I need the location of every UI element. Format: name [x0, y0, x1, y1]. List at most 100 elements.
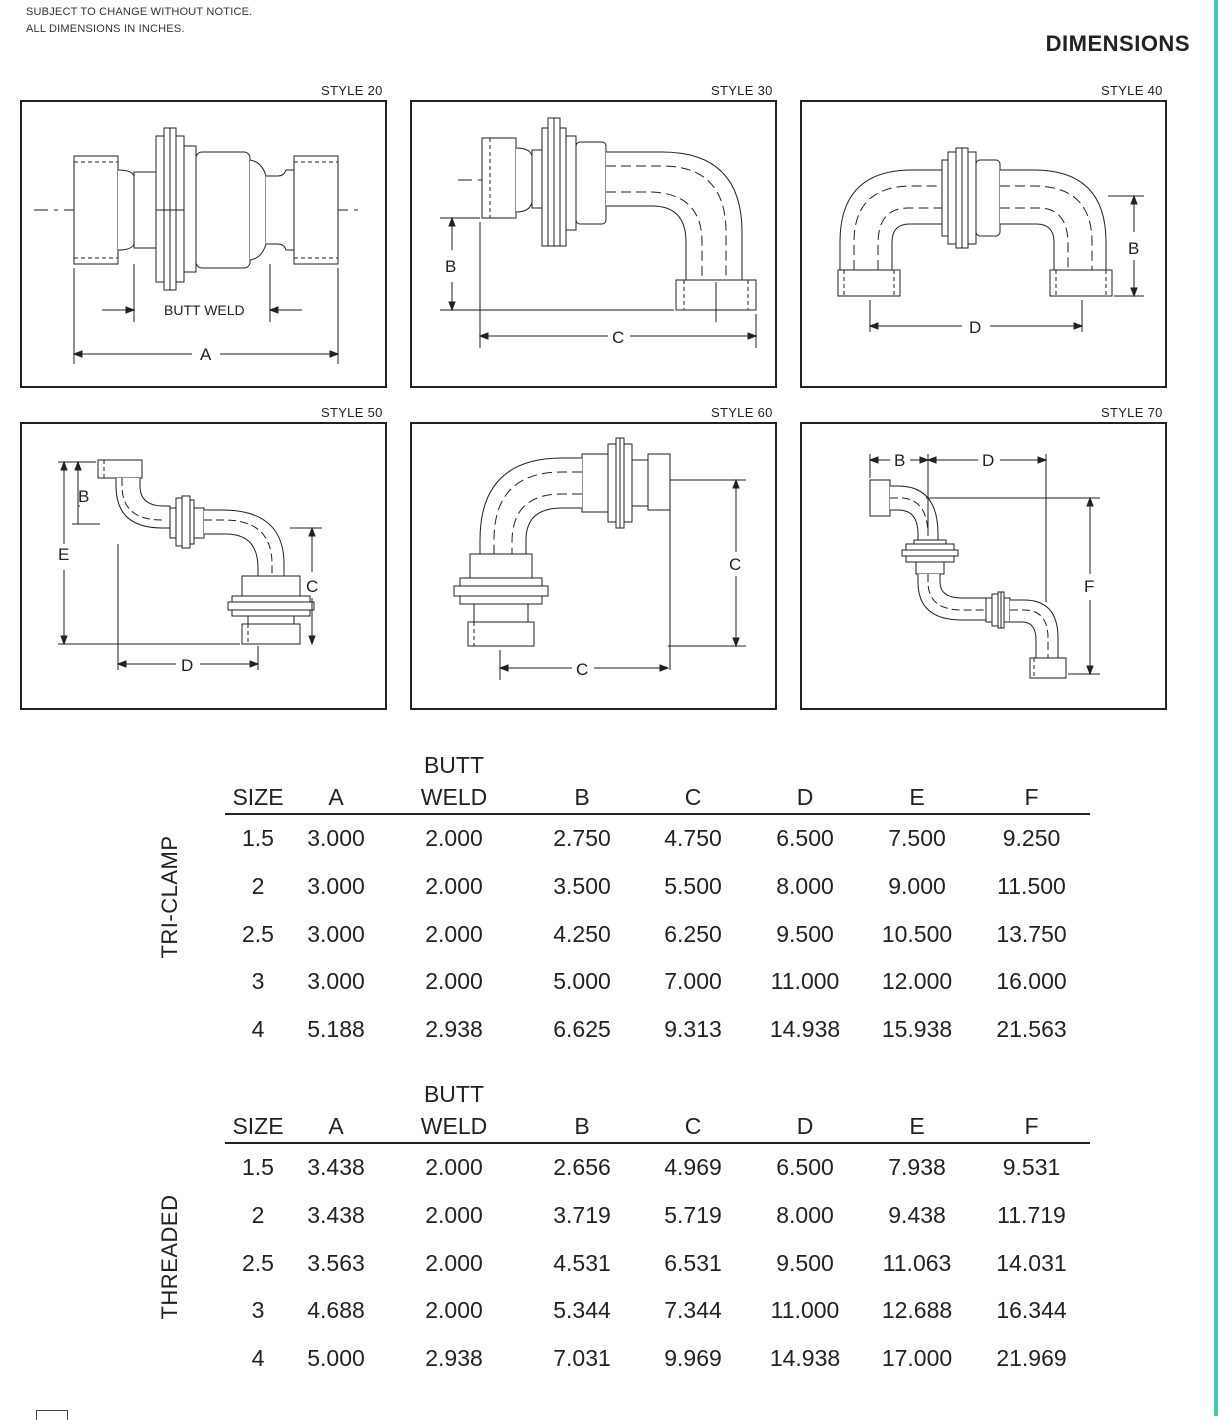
table-row: 2 3.438 2.000 3.719 5.719 8.000 9.438 11… [225, 1192, 1090, 1240]
threaded-table: SIZE A BUTT WELD B C D E F 1.5 3.438 2.00… [225, 1078, 1090, 1382]
cell-d: 9.500 [776, 1249, 834, 1276]
cell-size: 2.5 [242, 1249, 274, 1276]
cell-d: 14.938 [769, 1345, 841, 1372]
cell-d: 9.500 [776, 920, 834, 947]
cell-c: 4.750 [664, 825, 722, 852]
cell-a: 5.188 [307, 1016, 365, 1043]
page-title: DIMENSIONS [1045, 31, 1190, 56]
cell-f: 11.500 [997, 873, 1066, 900]
logo-icon [36, 1410, 68, 1420]
cell-e: 7.938 [888, 1154, 946, 1181]
notice-text: SUBJECT TO CHANGE WITHOUT NOTICE. ALL DI… [26, 4, 252, 38]
header-e: E [861, 1078, 973, 1144]
cell-c: 6.531 [664, 1249, 722, 1276]
cell-d: 11.000 [770, 968, 840, 995]
cell-butt-weld: 2.000 [425, 825, 483, 852]
dim-f-label: F [1084, 577, 1094, 596]
cell-e: 15.938 [881, 1016, 953, 1043]
cell-a: 5.000 [307, 1345, 365, 1372]
table-row: 3 3.000 2.000 5.000 7.000 11.000 12.000 … [225, 958, 1090, 1006]
cell-a: 3.000 [307, 920, 365, 947]
cell-b: 7.031 [553, 1345, 611, 1372]
cell-f: 21.969 [996, 1345, 1067, 1372]
header-b: B [527, 749, 637, 815]
cell-a: 3.438 [307, 1202, 365, 1229]
dim-c-label: C [612, 328, 624, 347]
cell-e: 11.063 [882, 1249, 952, 1276]
cell-c: 7.000 [664, 968, 722, 995]
cell-b: 6.625 [553, 1016, 611, 1043]
header-a: A [291, 1078, 381, 1144]
cell-e: 17.000 [881, 1345, 953, 1372]
style-70-figure: B D F [800, 422, 1167, 710]
cell-f: 9.250 [1002, 825, 1061, 852]
threaded-table-wrap: SIZE A BUTT WELD B C D E F 1.5 3.438 2.00… [225, 1078, 1090, 1382]
cell-size: 3 [251, 968, 265, 995]
dim-d-label: D [982, 451, 994, 470]
dim-e-label: E [58, 545, 69, 564]
cell-a: 3.000 [307, 825, 365, 852]
style-60-figure: C C [410, 422, 777, 710]
cell-b: 3.500 [553, 873, 611, 900]
header-butt-weld-line-2: WELD [420, 1113, 488, 1139]
table-row: 2 3.000 2.000 3.500 5.500 8.000 9.000 11… [225, 863, 1090, 911]
table-header-row: SIZE A BUTT WELD B C D E F [225, 1078, 1090, 1144]
cell-size: 2 [251, 1202, 265, 1229]
cell-e: 9.438 [888, 1202, 946, 1229]
cell-e: 10.500 [881, 920, 953, 947]
cell-f: 16.344 [996, 1297, 1067, 1324]
cell-f: 9.531 [1002, 1154, 1061, 1181]
cell-f: 16.000 [996, 968, 1067, 995]
dim-d-label: D [969, 318, 981, 337]
cell-d: 8.000 [776, 873, 834, 900]
table-row: 1.5 3.438 2.000 2.656 4.969 6.500 7.938 … [225, 1143, 1090, 1192]
dim-b-label: B [445, 257, 456, 276]
cell-b: 5.344 [553, 1297, 611, 1324]
butt-weld-label: BUTT WELD [164, 302, 245, 318]
cell-e: 7.500 [888, 825, 946, 852]
header-b: B [527, 1078, 637, 1144]
cell-c: 5.719 [664, 1202, 722, 1229]
style-20-label: STYLE 20 [321, 83, 383, 98]
header-size: SIZE [225, 1078, 291, 1144]
cell-b: 2.750 [553, 825, 611, 852]
style-50-figure: E B C D [20, 422, 387, 710]
header-butt-weld-line-1: BUTT [423, 1081, 485, 1107]
cell-e: 12.000 [881, 968, 953, 995]
page-edge-accent [1214, 0, 1218, 1416]
notice-line-1: SUBJECT TO CHANGE WITHOUT NOTICE. [26, 6, 253, 18]
style-40-label: STYLE 40 [1101, 83, 1163, 98]
cell-size: 3 [251, 1297, 265, 1324]
cell-d: 6.500 [776, 1154, 834, 1181]
cell-f: 14.031 [996, 1249, 1067, 1276]
header-butt-weld-line-2: WELD [420, 784, 488, 810]
table-row: 2.5 3.563 2.000 4.531 6.531 9.500 11.063… [225, 1239, 1090, 1287]
style-30-label: STYLE 30 [711, 83, 773, 98]
cell-c: 6.250 [664, 920, 722, 947]
style-70-label: STYLE 70 [1101, 405, 1163, 420]
cell-butt-weld: 2.000 [425, 968, 483, 995]
header-size: SIZE [225, 749, 291, 815]
cell-b: 3.719 [553, 1202, 611, 1229]
header-d: D [749, 749, 861, 815]
dim-c-vertical-label: C [729, 555, 741, 574]
dim-c-horizontal-label: C [576, 660, 588, 679]
notice-line-2: ALL DIMENSIONS IN INCHES. [26, 23, 185, 35]
header-f: F [973, 1078, 1090, 1144]
style-20-figure: BUTT WELD A [20, 100, 387, 388]
table-row: 4 5.000 2.938 7.031 9.969 14.938 17.000 … [225, 1335, 1090, 1383]
cell-a: 3.000 [307, 968, 365, 995]
table-row: 4 5.188 2.938 6.625 9.313 14.938 15.938 … [225, 1006, 1090, 1054]
cell-d: 14.938 [769, 1016, 841, 1043]
table-header-row: SIZE A BUTT WELD B C D E F [225, 749, 1090, 815]
table-row: 2.5 3.000 2.000 4.250 6.250 9.500 10.500… [225, 910, 1090, 958]
dim-b-label: B [1128, 239, 1139, 258]
table-row: 3 4.688 2.000 5.344 7.344 11.000 12.688 … [225, 1287, 1090, 1335]
dim-c-label: C [306, 577, 318, 596]
header-butt-weld-line-1: BUTT [423, 752, 485, 778]
style-60-label: STYLE 60 [711, 405, 773, 420]
threaded-section-label: THREADED [157, 1194, 182, 1320]
cell-butt-weld: 2.000 [425, 1202, 483, 1229]
cell-size: 4 [251, 1345, 265, 1372]
style-40-figure: D B [800, 100, 1167, 388]
